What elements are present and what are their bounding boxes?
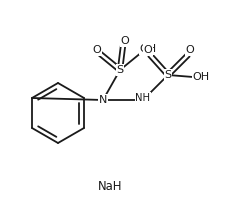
Text: O: O — [92, 45, 101, 55]
Text: OH: OH — [192, 72, 209, 82]
Text: NaH: NaH — [97, 180, 122, 192]
Text: S: S — [164, 70, 171, 80]
Text: O: O — [120, 36, 129, 46]
Text: OH: OH — [139, 44, 156, 54]
Text: NH: NH — [135, 93, 150, 103]
Text: O: O — [185, 45, 194, 55]
Text: S: S — [116, 65, 123, 75]
Text: O: O — [143, 45, 152, 55]
Text: N: N — [98, 95, 107, 105]
